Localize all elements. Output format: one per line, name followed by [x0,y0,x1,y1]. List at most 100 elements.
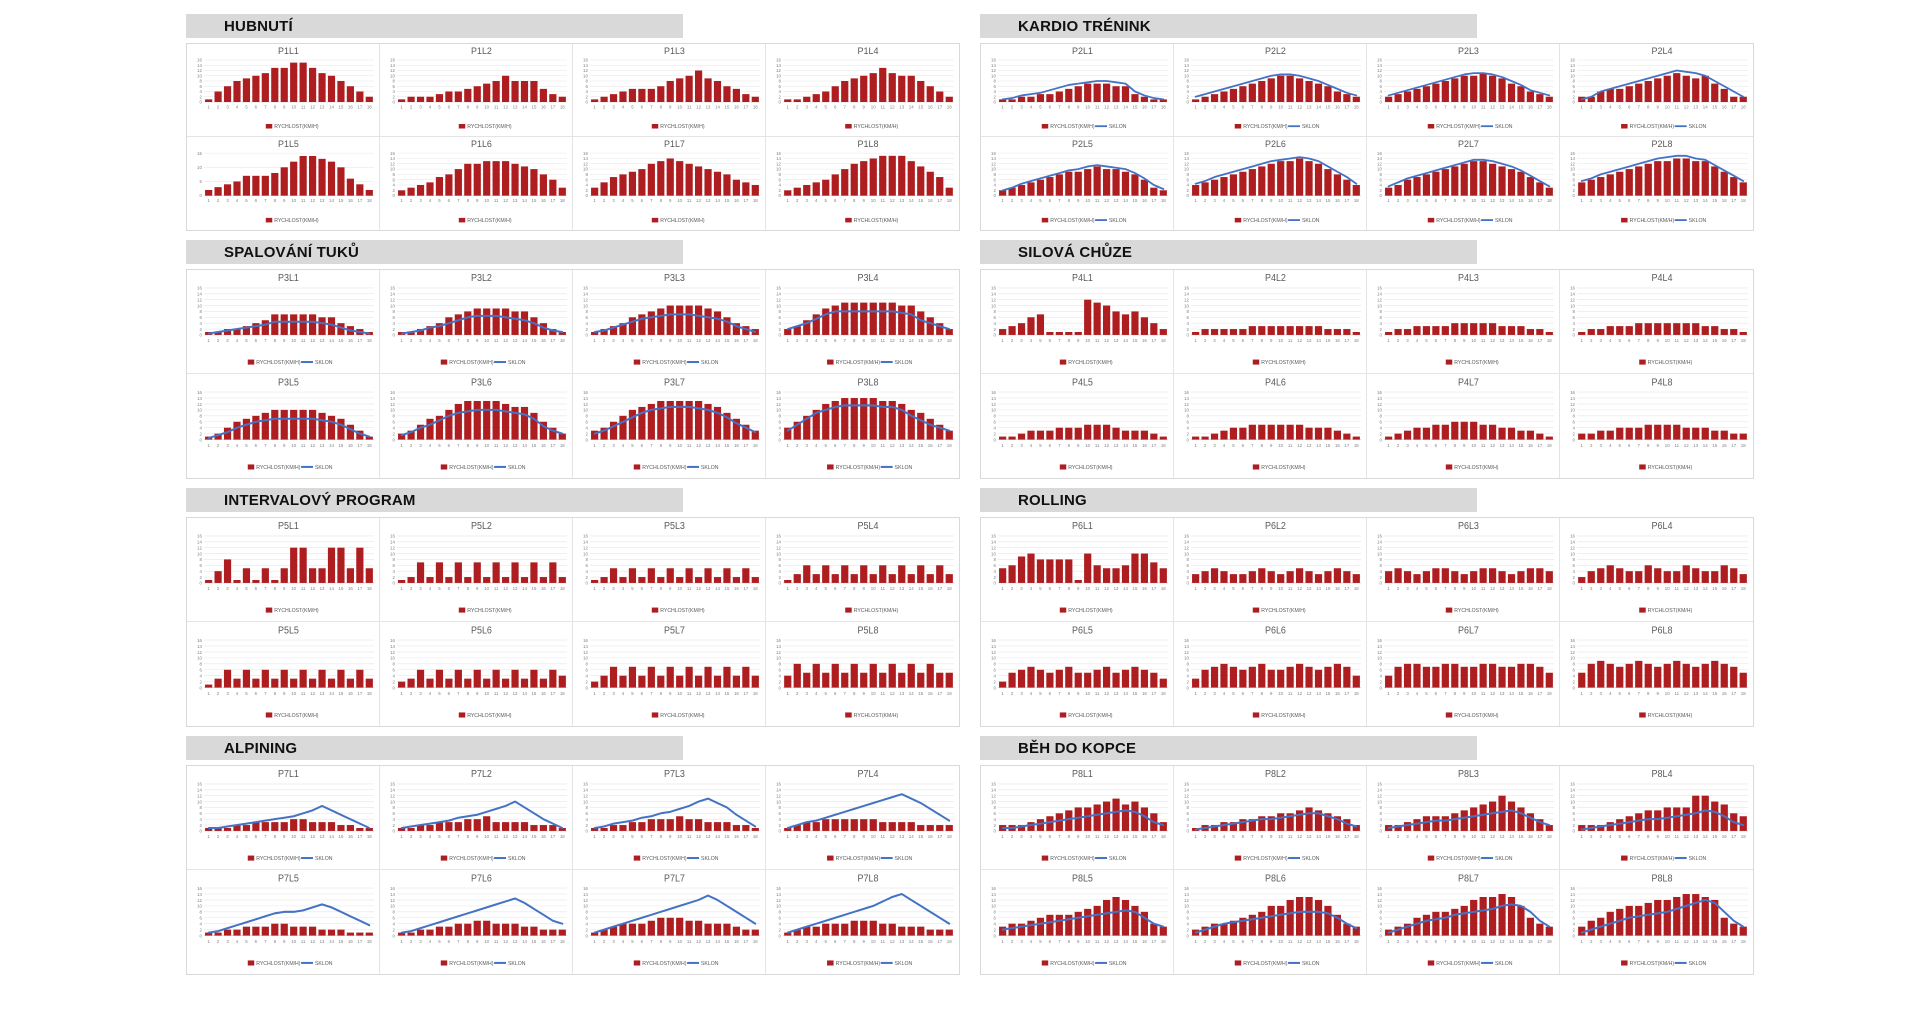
svg-text:5: 5 [1232,691,1235,696]
chart-p4l3: P4L3 0 2 4 6 8 10 12 14 16 1 2 3 4 5 6 7 8 9 10 11 12 13 14 15 16… [1367,270,1560,374]
svg-text:16: 16 [991,638,996,643]
svg-text:16: 16 [348,586,353,591]
svg-text:14: 14 [991,892,996,897]
svg-text:7: 7 [844,586,847,591]
svg-text:4: 4 [236,104,239,109]
svg-text:7: 7 [844,939,847,944]
svg-text:3: 3 [806,834,809,839]
svg-text:16: 16 [197,638,202,643]
svg-text:11: 11 [1288,586,1293,591]
svg-text:10: 10 [583,903,588,908]
svg-text:13: 13 [1114,338,1119,343]
svg-text:4: 4 [993,817,996,822]
svg-text:18: 18 [1354,338,1359,343]
svg-text:16: 16 [390,533,395,538]
svg-text:2: 2 [1590,586,1593,591]
svg-text:P3L5: P3L5 [278,377,299,389]
svg-text:RYCHLOST(KM/H): RYCHLOST(KM/H) [1050,856,1095,862]
svg-text:13: 13 [706,198,711,203]
svg-text:3: 3 [226,338,229,343]
svg-text:11: 11 [687,104,692,109]
svg-text:18: 18 [367,443,372,448]
svg-text:6: 6 [255,443,258,448]
svg-text:13: 13 [1307,338,1312,343]
svg-text:14: 14 [1184,291,1189,296]
svg-text:2: 2 [603,834,606,839]
svg-text:11: 11 [494,338,499,343]
svg-text:18: 18 [1354,939,1359,944]
svg-text:14: 14 [776,787,781,792]
svg-text:8: 8 [1454,104,1457,109]
svg-text:9: 9 [863,586,866,591]
svg-text:2: 2 [585,679,588,684]
svg-text:4: 4 [199,673,202,678]
svg-text:2: 2 [993,188,996,193]
svg-text:18: 18 [1354,586,1359,591]
svg-text:6: 6 [1242,104,1245,109]
svg-text:16: 16 [1722,834,1727,839]
svg-text:6: 6 [834,198,837,203]
svg-text:3: 3 [612,338,615,343]
svg-text:5: 5 [1619,586,1622,591]
svg-text:14: 14 [1316,338,1321,343]
svg-text:16: 16 [1722,105,1727,110]
chart-p8l8: P8L8 0 2 4 6 8 10 12 14 16 1 2 3 4 5 6 7 8 9 10 11 12 13 14 15 16… [1560,870,1753,974]
svg-text:11: 11 [1674,586,1679,591]
svg-text:9: 9 [1270,198,1273,203]
svg-text:5: 5 [1619,105,1622,110]
svg-text:8: 8 [1261,834,1264,839]
svg-text:6: 6 [834,105,837,110]
svg-text:16: 16 [1570,638,1575,643]
chart-panel: P7L1 0 2 4 6 8 10 12 14 16 1 2 3 4 5 6 7 8 9 10 11 12 13 14 15 16… [186,765,960,975]
svg-text:P3L4: P3L4 [857,273,879,285]
svg-text:6: 6 [392,915,395,920]
svg-text:RYCHLOST(KM/H): RYCHLOST(KM/H) [256,465,300,471]
svg-text:8: 8 [779,172,782,177]
svg-text:2: 2 [217,834,220,839]
svg-text:8: 8 [1647,939,1650,944]
svg-text:2: 2 [796,443,799,448]
svg-text:8: 8 [1068,104,1071,109]
svg-text:8: 8 [1573,805,1576,810]
svg-text:8: 8 [779,79,782,84]
svg-text:P1L3: P1L3 [664,46,685,56]
svg-text:14: 14 [1377,787,1382,792]
svg-text:12: 12 [1570,545,1575,550]
svg-text:SKLON: SKLON [1302,961,1319,967]
svg-text:1: 1 [400,443,403,448]
svg-text:16: 16 [1528,691,1533,696]
svg-text:RYCHLOST(KM/H): RYCHLOST(KM/H) [274,608,319,614]
section-title: SPALOVÁNÍ TUKŮ [224,243,360,261]
svg-text:15: 15 [725,586,730,591]
svg-text:13: 13 [1114,691,1119,696]
svg-text:6: 6 [641,939,644,944]
svg-text:10: 10 [677,939,682,944]
svg-text:1: 1 [1581,198,1584,203]
svg-text:16: 16 [197,533,202,538]
svg-text:12: 12 [1377,68,1382,73]
svg-text:12: 12 [1297,338,1302,343]
svg-text:9: 9 [1657,198,1660,203]
svg-text:16: 16 [734,691,739,696]
svg-text:RYCHLOST(KM/H): RYCHLOST(KM/H) [1068,713,1112,719]
svg-text:11: 11 [494,586,499,591]
svg-text:2: 2 [1011,198,1014,203]
svg-text:4: 4 [1416,834,1419,839]
chart-panel: P1L1 0 2 4 6 8 10 12 14 16 1 2 3 4 5 6 7 8 9 10 11 12 13 14 15 16… [186,43,960,231]
svg-text:18: 18 [1354,691,1359,696]
svg-text:15: 15 [1712,586,1717,591]
svg-text:14: 14 [909,939,914,944]
svg-text:8: 8 [853,338,856,343]
svg-text:16: 16 [734,338,739,343]
svg-text:4: 4 [1186,817,1189,822]
svg-text:4: 4 [392,817,395,822]
svg-text:17: 17 [357,443,362,448]
svg-text:8: 8 [199,309,202,314]
svg-text:RYCHLOST(KM/H): RYCHLOST(KM/H) [449,856,494,862]
svg-text:12: 12 [390,650,395,655]
svg-text:6: 6 [1435,586,1438,591]
svg-text:6: 6 [448,939,451,944]
svg-text:14: 14 [991,156,996,161]
section-hubnuti: HUBNUTÍ P1L1 0 2 4 6 8 10 12 14 16 1 2 3 4 5 6 7 8 9 10 11 12 1… [186,14,960,231]
svg-text:12: 12 [1490,443,1495,448]
